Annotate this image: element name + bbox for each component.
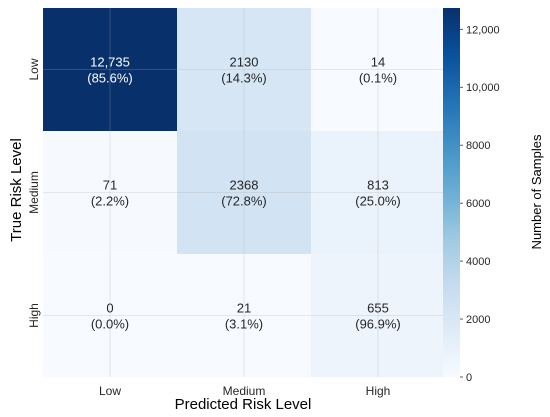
cell-value-label: 0 <box>106 301 113 316</box>
cell-percent-label: (2.2%) <box>91 194 129 209</box>
cell-value-label: 71 <box>103 178 117 193</box>
x-tick-label: Low <box>99 384 121 398</box>
heatmap-cell <box>177 131 311 254</box>
y-tick-label: Low <box>27 58 41 80</box>
cell-percent-label: (3.1%) <box>225 317 263 332</box>
heatmap-gridlines <box>43 8 445 377</box>
cell-value-label: 12,735 <box>90 55 130 70</box>
colorbar-tick-label: 4000 <box>466 256 490 268</box>
colorbar-label: Number of Samples <box>529 134 544 249</box>
y-tick-label: Medium <box>27 171 41 214</box>
colorbar-ticks: 0 2000 4000 6000 8000 10,000 12,000 <box>460 24 500 384</box>
heatmap-cell <box>43 254 177 377</box>
heatmap-cell-labels: 12,735(85.6%) 2130(14.3%) 14(0.1%) 71(2.2%)… <box>87 55 401 332</box>
x-axis-ticks: Low Medium High <box>99 384 390 398</box>
cell-percent-label: (14.3%) <box>221 71 267 86</box>
colorbar-tick-label: 10,000 <box>466 82 500 94</box>
x-axis-label: Predicted Risk Level <box>175 396 312 413</box>
cell-percent-label: (85.6%) <box>87 71 133 86</box>
colorbar-tick-label: 2000 <box>466 314 490 326</box>
y-tick-label: High <box>27 303 41 328</box>
x-tick-label: Medium <box>223 384 266 398</box>
colorbar-gradient <box>443 8 460 377</box>
colorbar-tick-label: 8000 <box>466 140 490 152</box>
cell-percent-label: (0.0%) <box>91 317 129 332</box>
cell-value-label: 655 <box>367 301 389 316</box>
heatmap-cell <box>311 131 445 254</box>
cell-value-label: 813 <box>367 178 389 193</box>
cell-value-label: 14 <box>371 55 385 70</box>
x-tick-label: High <box>366 384 391 398</box>
heatmap-cell <box>43 8 177 131</box>
colorbar-tick-label: 12,000 <box>466 24 500 36</box>
heatmap-cell <box>311 254 445 377</box>
cell-value-label: 2368 <box>230 178 259 193</box>
heatmap-cell <box>177 254 311 377</box>
y-axis-label: True Risk Level <box>8 138 25 242</box>
cell-percent-label: (0.1%) <box>359 71 397 86</box>
cell-value-label: 21 <box>237 301 251 316</box>
colorbar: 0 2000 4000 6000 8000 10,000 12,000 Number of … <box>443 8 544 384</box>
cell-percent-label: (96.9%) <box>355 317 401 332</box>
colorbar-tick-label: 0 <box>466 372 472 384</box>
y-axis-ticks: Low Medium High <box>27 58 41 328</box>
heatmap-cell <box>311 8 445 131</box>
colorbar-tick-label: 6000 <box>466 198 490 210</box>
heatmap-cell <box>177 8 311 131</box>
cell-percent-label: (72.8%) <box>221 194 267 209</box>
heatmap-cell <box>43 131 177 254</box>
cell-percent-label: (25.0%) <box>355 194 401 209</box>
heatmap-cells <box>43 8 445 377</box>
cell-value-label: 2130 <box>230 55 259 70</box>
